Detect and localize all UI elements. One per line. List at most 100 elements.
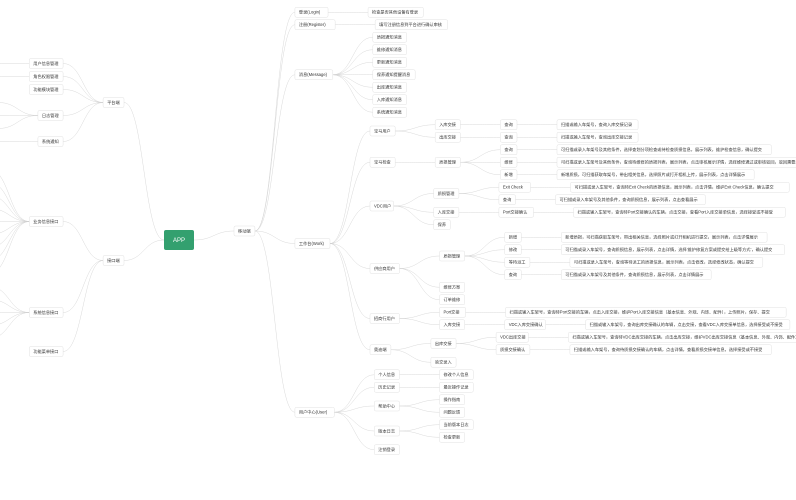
node-sup-zs[interactable]: 质损管理 bbox=[439, 251, 464, 261]
node-register[interactable]: 注册(Register) bbox=[295, 20, 335, 30]
node-uc-history-d[interactable]: 最近操作记录 bbox=[439, 382, 473, 392]
node-uc-profile[interactable]: 个人信息 bbox=[374, 370, 399, 380]
node-sys-notify[interactable]: 系统通知 bbox=[38, 137, 63, 147]
node-ss-out-v-d[interactable]: 扫描或输入车架号，查询待VDC出库交接的车辆，点击出库交接，维护VDC出库交接信… bbox=[568, 332, 796, 342]
node-label: 功能菜单接口 bbox=[33, 348, 58, 355]
node-uc-ver-1[interactable]: 当前版本日志 bbox=[439, 420, 473, 430]
node-vdc-ec-d[interactable]: 可扫描或录入车架号，查询待Exit Check的质损信息，展示列表，点击详情，维… bbox=[571, 182, 790, 192]
node-login[interactable]: 登录(Login) bbox=[295, 7, 328, 17]
node-mobile[interactable]: 移动端 bbox=[234, 226, 255, 236]
node-msg-3[interactable]: 更新通知消息 bbox=[373, 57, 407, 67]
node-vdc-q[interactable]: 查询 bbox=[499, 195, 516, 205]
node-label: 版本日志 bbox=[378, 427, 395, 434]
node-uc-profile-d[interactable]: 修改个人信息 bbox=[439, 370, 473, 380]
node-sup-zs-3[interactable]: 等待派工 bbox=[505, 257, 530, 267]
node-baoma[interactable]: 宝马用户 bbox=[370, 126, 395, 136]
node-uc-history[interactable]: 历史记录 bbox=[374, 382, 399, 392]
node-message[interactable]: 消息(Message) bbox=[295, 70, 333, 80]
node-vdc-ec[interactable]: Exit Check bbox=[499, 182, 531, 192]
node-sup-zs-4[interactable]: 查询 bbox=[505, 270, 522, 280]
node-sup-zs-2d[interactable]: 可扫描或录入车架号，查询质损信息，展示列表，点击详情，选择‘维护修复方案或提交给… bbox=[561, 245, 784, 255]
node-label: 扫描或输入车架号，查询出库交接记录 bbox=[561, 134, 632, 141]
link bbox=[399, 431, 439, 437]
link bbox=[399, 256, 439, 269]
node-bm-in-q-d[interactable]: 扫描或输入车架号，查询入库交接记录 bbox=[557, 120, 638, 130]
link bbox=[330, 244, 370, 350]
node-user-mgmt[interactable]: 用户信息管理 bbox=[29, 59, 63, 69]
node-msg-7[interactable]: 系统通知消息 bbox=[373, 107, 407, 117]
node-msg-5[interactable]: 出库通知消息 bbox=[373, 82, 407, 92]
node-zmh[interactable]: 招商行用户 bbox=[370, 314, 400, 324]
node-ss-out[interactable]: 出库交接 bbox=[431, 339, 456, 349]
link bbox=[456, 344, 496, 350]
node-ss[interactable]: 奥迪端 bbox=[370, 345, 391, 355]
node-sup-zs-4d[interactable]: 可扫描或录入车架号及其他条件，查询质损信息，展示列表，点击详情展示 bbox=[561, 270, 711, 280]
node-uc-version[interactable]: 版本日志 bbox=[374, 426, 399, 436]
node-msg-2[interactable]: 维修通知消息 bbox=[373, 45, 407, 55]
node-vdc-in-c[interactable]: Port交接确认 bbox=[499, 207, 534, 217]
node-bmjc-zs-3d[interactable]: 新增质损，可扫描获取车架号，带出相关信息，选择照片或打开相机上传，展示列表，点击… bbox=[557, 170, 754, 180]
node-bmjc-zs-2d[interactable]: 可扫描或录入车架号及其他条件，查询待维修的质损列表，展示列表，点击审核展示详情，… bbox=[557, 157, 796, 167]
node-sup-order[interactable]: 订单维修 bbox=[439, 295, 464, 305]
node-msg-1[interactable]: 质损通知消息 bbox=[373, 32, 407, 42]
node-ss-out-v[interactable]: VDC出库交接 bbox=[496, 332, 528, 342]
node-msg-4[interactable]: 保养通知提醒消息 bbox=[373, 70, 415, 80]
node-vdc-in-c-d[interactable]: 扫描或输入车架号，查询待Port交接确认的车辆，点击交接，查看Port入库交接单… bbox=[574, 207, 786, 217]
node-uc-help[interactable]: 帮助中心 bbox=[374, 401, 399, 411]
link bbox=[63, 90, 103, 103]
node-sup-zs-3d[interactable]: 可扫描或录入车架号，查询等待派工的质损信息，展示列表，点击修改，选择修改状态，确… bbox=[570, 257, 763, 267]
node-vdc-in[interactable]: 入库交接 bbox=[434, 207, 459, 217]
link bbox=[0, 103, 38, 116]
node-bm-in-q[interactable]: 查询 bbox=[500, 120, 517, 130]
node-vdc-q-d[interactable]: 可扫描或录入车架号及其他条件，查询质损信息，展示列表，点击查看展示 bbox=[555, 195, 705, 205]
node-uc-logout[interactable]: 注销登录 bbox=[374, 445, 399, 455]
node-login-check[interactable]: 检查是否其他设备有登录 bbox=[368, 7, 423, 17]
node-sys-api[interactable]: 系统信息接口 bbox=[29, 308, 63, 318]
node-label: 日志管理 bbox=[42, 112, 60, 119]
node-uc-help-1[interactable]: 操作指南 bbox=[439, 395, 464, 405]
node-vdc[interactable]: VDC用户 bbox=[370, 201, 394, 211]
node-label: 平台端 bbox=[107, 99, 120, 106]
node-biz-api[interactable]: 业务信息接口 bbox=[29, 217, 63, 227]
node-uc-help-2[interactable]: 问题反馈 bbox=[439, 407, 464, 417]
node-ss-out-c[interactable]: 质损交接确认 bbox=[496, 345, 530, 355]
node-bmjc-zs-3[interactable]: 新增 bbox=[500, 170, 517, 180]
node-zmh-port[interactable]: Port交接 bbox=[439, 307, 465, 317]
node-bm-out[interactable]: 出库交接 bbox=[435, 132, 460, 142]
node-bmjc-zs[interactable]: 质损管理 bbox=[435, 157, 460, 167]
node-uc-ver-2[interactable]: 检查更新 bbox=[439, 432, 464, 442]
node-func-mod[interactable]: 功能模块管理 bbox=[29, 85, 63, 95]
node-ss-qc[interactable]: 验交录入 bbox=[431, 357, 456, 367]
node-zmh-port-d[interactable]: 扫描或输入车架号，查询待Port交接的车辆，点击入库交接，维护Port入库交接信… bbox=[506, 307, 787, 317]
node-bmjc-zs-1d[interactable]: 可扫描或录入车架号及其他条件，选择查划分项检查或待检查质损信息，展示列表，维护检… bbox=[557, 145, 771, 155]
node-bmjc-zs-2[interactable]: 维修 bbox=[500, 157, 517, 167]
node-zmh-in-c[interactable]: VDC入库交接确认 bbox=[505, 320, 546, 330]
node-bm-out-q[interactable]: 查询 bbox=[500, 132, 517, 142]
node-work[interactable]: 工作台(Work) bbox=[295, 239, 330, 249]
node-vdc-zs[interactable]: 质损管理 bbox=[434, 189, 459, 199]
node-reg-submit[interactable]: 填写注册信息到平台进行确认审核 bbox=[375, 20, 448, 30]
node-vdc-bx[interactable]: 保养 bbox=[434, 220, 451, 230]
node-ss-out-c-d[interactable]: 扫描或输入车架号，查询待质损交接确认的车辆，点击详情，查看质损交接单信息，选择接… bbox=[570, 345, 772, 355]
node-bmjc[interactable]: 宝马检查 bbox=[370, 157, 395, 167]
node-sup-zs-1[interactable]: 新增 bbox=[505, 232, 522, 242]
node-zmh-in[interactable]: 入库交接 bbox=[439, 320, 464, 330]
node-bm-out-q-d[interactable]: 扫描或输入车架号，查询出库交接记录 bbox=[557, 132, 638, 142]
node-api-side[interactable]: 接口端 bbox=[103, 256, 124, 266]
node-feat-api[interactable]: 功能菜单接口 bbox=[29, 347, 63, 357]
node-sup-plan[interactable]: 维修方案 bbox=[439, 282, 464, 292]
node-sup-zs-2[interactable]: 修改 bbox=[505, 245, 522, 255]
node-supplier[interactable]: 供应商用户 bbox=[370, 264, 400, 274]
node-msg-6[interactable]: 入库通知消息 bbox=[373, 95, 407, 105]
node-platform[interactable]: 平台端 bbox=[103, 98, 124, 108]
link bbox=[399, 312, 439, 318]
node-log-mgmt[interactable]: 日志管理 bbox=[38, 111, 63, 121]
node-zmh-in-c-d[interactable]: 扫描或输入车架号，查询出库交接确认的车辆，点击交接，查看VDC入库交接单信息，选… bbox=[586, 320, 790, 330]
node-label: 保养 bbox=[438, 221, 447, 228]
node-bmjc-zs-1[interactable]: 查询 bbox=[500, 145, 517, 155]
root-node[interactable]: APP bbox=[164, 230, 194, 250]
node-role-mgmt[interactable]: 角色权限管理 bbox=[29, 72, 63, 82]
node-bm-in[interactable]: 入库交接 bbox=[435, 120, 460, 130]
node-sup-zs-1d[interactable]: 新增质损，可扫描获取车架号，带出相关信息，选择照片或打开相机进行提交，展示列表，… bbox=[561, 232, 767, 242]
node-user-center[interactable]: 用户中心(User) bbox=[295, 407, 334, 417]
